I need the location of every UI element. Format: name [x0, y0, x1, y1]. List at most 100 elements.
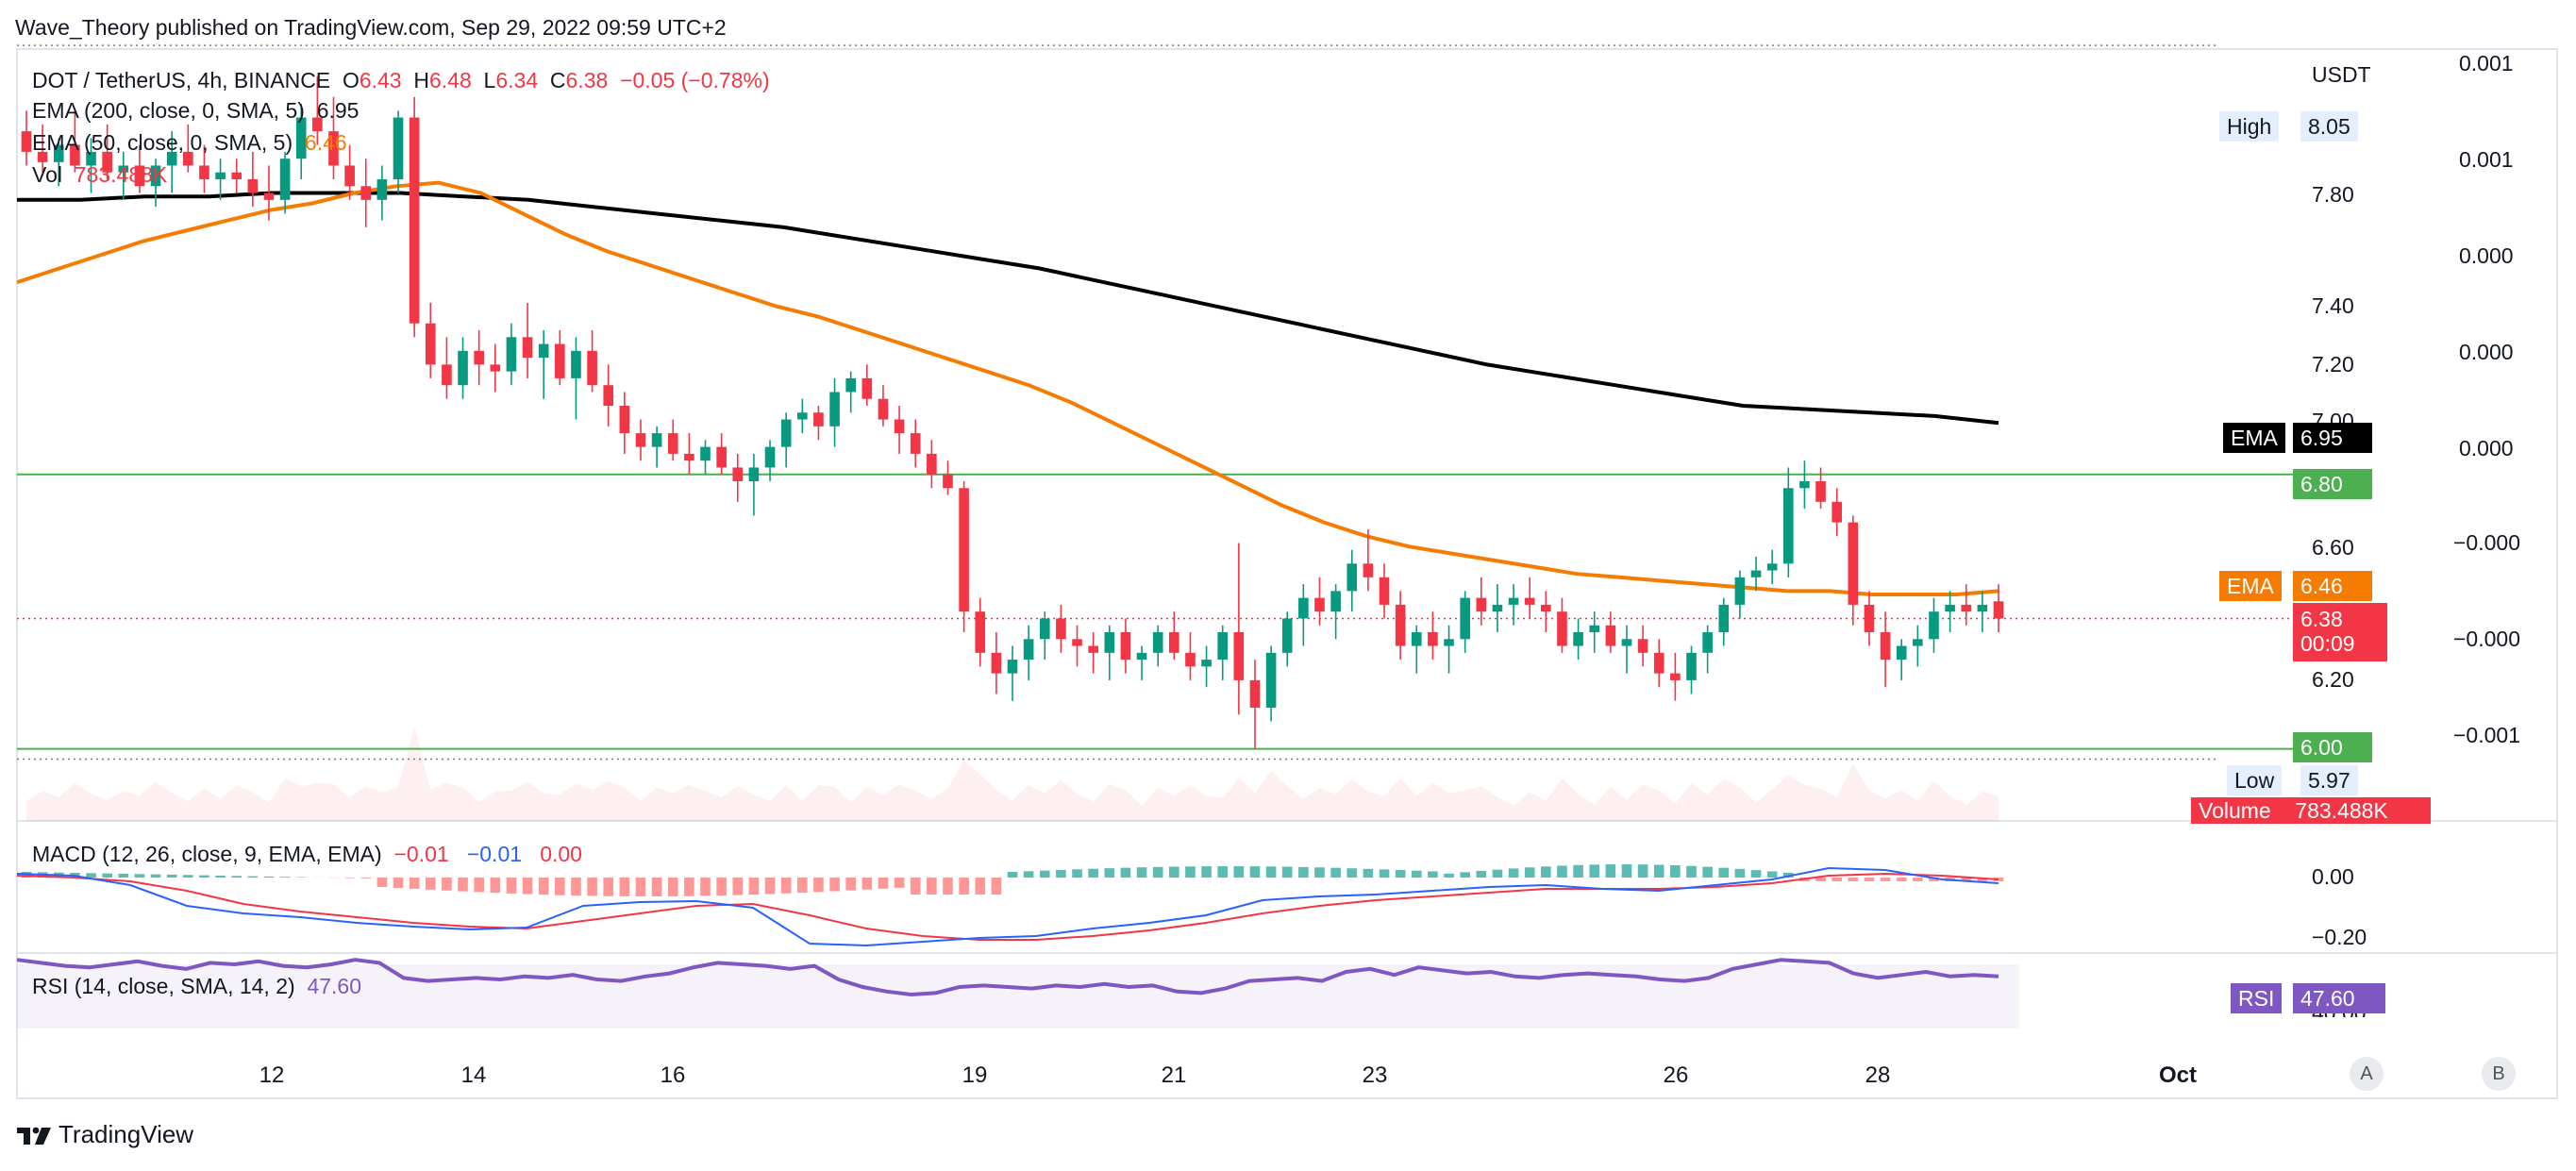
price-tick: 7.80 [2312, 182, 2354, 208]
candle-body [1266, 653, 1277, 708]
macd-histogram-bar [1557, 865, 1567, 878]
macd-histogram-bar [1735, 869, 1746, 878]
candle-body [539, 344, 549, 359]
change-value: −0.05 (−0.78%) [620, 68, 770, 92]
candle-body [1282, 618, 1293, 652]
ema200-tag-label: EMA [2223, 423, 2285, 453]
candle-body [1654, 653, 1664, 674]
macd-histogram-bar [895, 878, 905, 888]
b-button[interactable]: B [2482, 1057, 2516, 1091]
macd-histogram-bar [442, 878, 452, 891]
candle-body [878, 399, 889, 420]
candle-body [1396, 605, 1406, 646]
symbol-title[interactable]: DOT / TetherUS, 4h, BINANCE [32, 68, 330, 92]
macd-legend[interactable]: MACD (12, 26, close, 9, EMA, EMA) −0.01 … [32, 842, 582, 867]
candle-body [1298, 598, 1309, 619]
candle-body [1735, 577, 1746, 605]
macd-histogram-bar [1008, 872, 1018, 878]
macd-histogram-bar [1380, 869, 1390, 878]
rsi-legend[interactable]: RSI (14, close, SMA, 14, 2) 47.60 [32, 974, 361, 999]
candle-body [426, 324, 436, 365]
candle-body [1201, 660, 1212, 666]
candle-body [474, 351, 484, 365]
rsi-legend-label: RSI (14, close, SMA, 14, 2) [32, 974, 295, 998]
time-tick: 23 [1363, 1062, 1388, 1089]
candle-body [1460, 598, 1470, 640]
candle-body [1509, 598, 1519, 605]
ema200-legend-value: 6.95 [317, 98, 360, 123]
macd-histogram-bar [716, 878, 727, 895]
candle-body [1815, 481, 1826, 502]
candle-body [1686, 653, 1697, 680]
tradingview-logo[interactable]: TradingView [17, 1120, 193, 1149]
candle-body [1994, 601, 2004, 618]
candle-body [264, 193, 275, 200]
price-tick: 7.20 [2312, 352, 2354, 377]
candle-body [1881, 632, 1891, 660]
macd-histogram-bar [426, 878, 436, 890]
candle-body [344, 165, 355, 186]
time-tick: 19 [962, 1062, 988, 1089]
macd-histogram-bar [1525, 867, 1535, 878]
macd-legend-label: MACD (12, 26, close, 9, EMA, EMA) [32, 842, 382, 866]
macd-histogram-bar [1072, 869, 1082, 878]
macd-histogram-bar [781, 878, 792, 894]
time-tick: 26 [1664, 1062, 1689, 1089]
macd-histogram-bar [1460, 872, 1470, 878]
macd-histogram-bar [943, 878, 953, 895]
macd-histogram-bar [1201, 866, 1212, 878]
candle-body [248, 179, 259, 193]
macd-histogram-bar [1541, 866, 1551, 878]
candle-body [1557, 611, 1567, 645]
macd-histogram-bar [652, 878, 662, 896]
candle-body [652, 433, 662, 447]
low-label: L [484, 68, 496, 92]
macd-histogram-bar [927, 878, 937, 895]
volume-tag-value: 783.488K [2295, 798, 2387, 823]
macd-histogram-bar [523, 878, 533, 895]
macd-histogram-bar [1104, 868, 1114, 878]
volume-legend[interactable]: Vol 783.488K [32, 162, 167, 188]
macd-histogram-bar [1832, 878, 1842, 881]
secondary-tick: 0.001 [2459, 147, 2514, 173]
candle-body [1493, 605, 1503, 611]
price-tick: 7.40 [2312, 293, 2354, 319]
ema200-tag-value: 6.95 [2293, 423, 2372, 453]
auto-scale-button[interactable]: A [2350, 1057, 2384, 1091]
last-price-value: 6.38 [2300, 607, 2380, 631]
macd-histogram-bar [231, 876, 242, 878]
candle-body [636, 433, 646, 447]
candle-body [1428, 632, 1438, 646]
macd-histogram-bar [490, 878, 500, 893]
macd-histogram-bar [1509, 868, 1519, 878]
chart-frame [17, 49, 2557, 1098]
macd-histogram-bar [1606, 864, 1616, 878]
macd-histogram-bar [199, 876, 209, 878]
candle-body [1929, 611, 1939, 639]
macd-histogram-bar [1589, 864, 1599, 878]
candle-body [895, 420, 905, 434]
macd-histogram-bar [1718, 868, 1729, 878]
macd-histogram-bar [620, 878, 630, 896]
candle-body [862, 378, 873, 399]
open-value: 6.43 [360, 68, 402, 92]
macd-histogram-bar [118, 874, 128, 878]
ema50-legend-label: EMA (50, close, 0, SMA, 5) [32, 130, 293, 155]
macd-histogram-bar [587, 878, 597, 895]
candle-body [231, 173, 242, 179]
close-value: 6.38 [566, 68, 609, 92]
ema200-legend[interactable]: EMA (200, close, 0, SMA, 5) 6.95 [32, 98, 359, 124]
candle-body [1783, 488, 1794, 563]
macd-histogram-bar [732, 878, 743, 895]
candle-body [927, 454, 937, 475]
macd-histogram-bar [167, 875, 177, 878]
candle-body [1347, 563, 1357, 591]
candle-body [1638, 639, 1648, 653]
candle-body [732, 467, 743, 481]
macd-histogram-bar [1848, 878, 1859, 881]
candle-body [1008, 660, 1018, 674]
ema50-legend[interactable]: EMA (50, close, 0, SMA, 5) 6.46 [32, 130, 347, 156]
macd-histogram-bar [555, 878, 565, 895]
